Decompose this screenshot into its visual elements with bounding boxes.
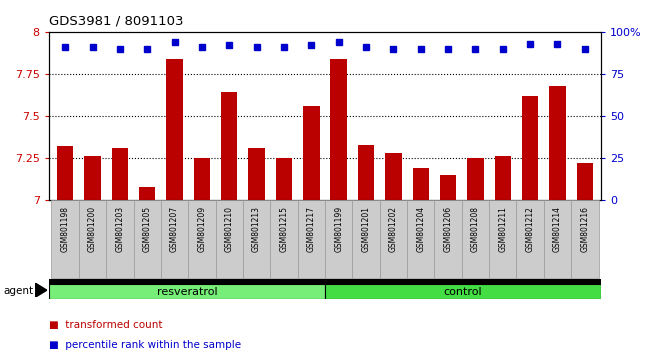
Text: GSM801212: GSM801212 — [526, 206, 535, 252]
Bar — [380, 200, 407, 278]
Text: ■  transformed count: ■ transformed count — [49, 320, 162, 330]
Bar — [84, 156, 101, 200]
Bar — [467, 158, 484, 200]
Text: resveratrol: resveratrol — [157, 287, 217, 297]
Bar — [79, 200, 106, 278]
Bar — [248, 148, 265, 200]
Bar — [133, 200, 161, 278]
Text: GSM801215: GSM801215 — [280, 206, 289, 252]
Text: GSM801203: GSM801203 — [115, 206, 124, 252]
Bar — [325, 200, 352, 278]
Text: GSM801209: GSM801209 — [198, 206, 207, 252]
Bar — [276, 158, 292, 200]
Bar — [243, 200, 270, 278]
Bar — [522, 96, 538, 200]
Bar — [194, 158, 210, 200]
Polygon shape — [35, 283, 47, 297]
Bar — [358, 144, 374, 200]
Text: GDS3981 / 8091103: GDS3981 / 8091103 — [49, 14, 183, 27]
Bar — [49, 284, 325, 299]
Text: GSM801216: GSM801216 — [580, 206, 590, 252]
Text: GSM801217: GSM801217 — [307, 206, 316, 252]
Bar — [571, 200, 599, 278]
Text: GSM801213: GSM801213 — [252, 206, 261, 252]
Text: GSM801206: GSM801206 — [443, 206, 452, 252]
Bar — [495, 156, 511, 200]
Bar — [49, 279, 601, 284]
Bar — [139, 187, 155, 200]
Bar — [112, 148, 128, 200]
Bar — [517, 200, 544, 278]
Bar — [489, 200, 517, 278]
Text: GSM801198: GSM801198 — [60, 206, 70, 252]
Bar — [385, 153, 402, 200]
Text: GSM801199: GSM801199 — [334, 206, 343, 252]
Text: GSM801214: GSM801214 — [553, 206, 562, 252]
Bar — [544, 200, 571, 278]
Text: ■  percentile rank within the sample: ■ percentile rank within the sample — [49, 340, 241, 350]
Bar — [434, 200, 462, 278]
Text: GSM801210: GSM801210 — [225, 206, 234, 252]
Bar — [106, 200, 133, 278]
Bar — [325, 284, 601, 299]
Bar — [270, 200, 298, 278]
Bar — [330, 59, 347, 200]
Bar — [352, 200, 380, 278]
Bar — [462, 200, 489, 278]
Bar — [188, 200, 216, 278]
Text: GSM801205: GSM801205 — [143, 206, 151, 252]
Bar — [303, 106, 320, 200]
Bar — [51, 200, 79, 278]
Bar — [166, 59, 183, 200]
Text: GSM801201: GSM801201 — [361, 206, 370, 252]
Text: agent: agent — [3, 286, 33, 296]
Bar — [221, 92, 237, 200]
Text: control: control — [444, 287, 482, 297]
Bar — [298, 200, 325, 278]
Bar — [161, 200, 188, 278]
Text: GSM801204: GSM801204 — [416, 206, 425, 252]
Bar — [57, 146, 73, 200]
Text: GSM801211: GSM801211 — [499, 206, 507, 252]
Bar — [440, 175, 456, 200]
Bar — [413, 168, 429, 200]
Text: GSM801200: GSM801200 — [88, 206, 97, 252]
Bar — [549, 86, 566, 200]
Bar — [407, 200, 434, 278]
Bar — [216, 200, 243, 278]
Text: GSM801202: GSM801202 — [389, 206, 398, 252]
Text: GSM801208: GSM801208 — [471, 206, 480, 252]
Text: GSM801207: GSM801207 — [170, 206, 179, 252]
Bar — [577, 163, 593, 200]
